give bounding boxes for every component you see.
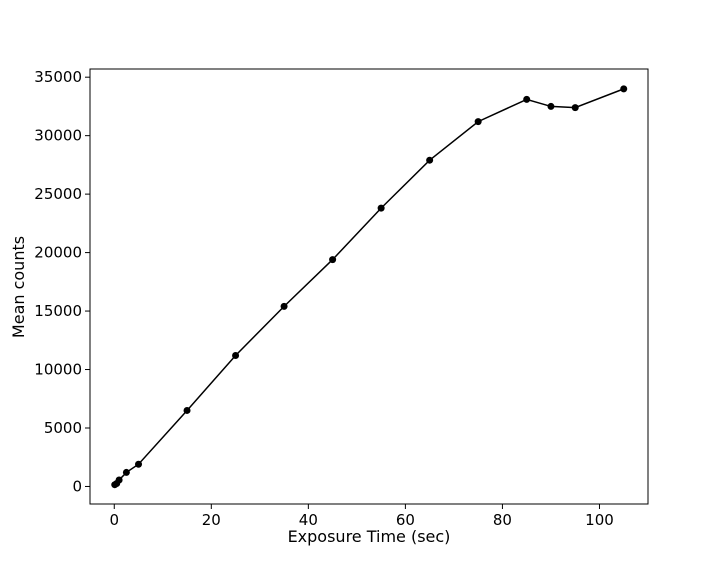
y-tick-label: 10000 [34, 361, 82, 379]
data-point [329, 256, 337, 264]
y-tick-label: 25000 [34, 185, 82, 203]
series-line [114, 88, 625, 486]
series-layer [111, 85, 628, 489]
data-point [280, 302, 288, 310]
x-tick-label: 100 [585, 511, 614, 529]
x-axis-ticks: 0 20 40 60 80 100 [109, 504, 614, 529]
x-axis-label: Exposure Time (sec) [288, 527, 451, 546]
data-point [474, 118, 482, 126]
x-tick-label: 20 [202, 511, 221, 529]
data-point [122, 468, 130, 476]
data-point [620, 85, 628, 93]
y-tick-label: 20000 [34, 244, 82, 262]
plot-area [89, 68, 649, 505]
y-tick-label: 35000 [34, 68, 82, 86]
data-point [183, 406, 191, 414]
y-axis-label: Mean counts [9, 236, 28, 338]
data-point [523, 95, 531, 103]
y-axis-ticks: 0 5000 10000 15000 20000 25000 30000 35000 [34, 68, 90, 495]
x-tick-label: 40 [299, 511, 318, 529]
data-point [232, 351, 240, 359]
data-point [115, 476, 123, 484]
data-point [547, 102, 555, 110]
y-tick-label: 5000 [44, 419, 82, 437]
x-tick-label: 0 [109, 511, 119, 529]
y-tick-label: 15000 [34, 302, 82, 320]
x-tick-label: 60 [396, 511, 415, 529]
x-tick-label: 80 [493, 511, 512, 529]
data-point [426, 156, 434, 164]
data-point [571, 104, 579, 112]
y-tick-label: 0 [72, 477, 82, 495]
y-tick-label: 30000 [34, 127, 82, 145]
data-point [135, 460, 143, 468]
data-point [377, 204, 385, 212]
